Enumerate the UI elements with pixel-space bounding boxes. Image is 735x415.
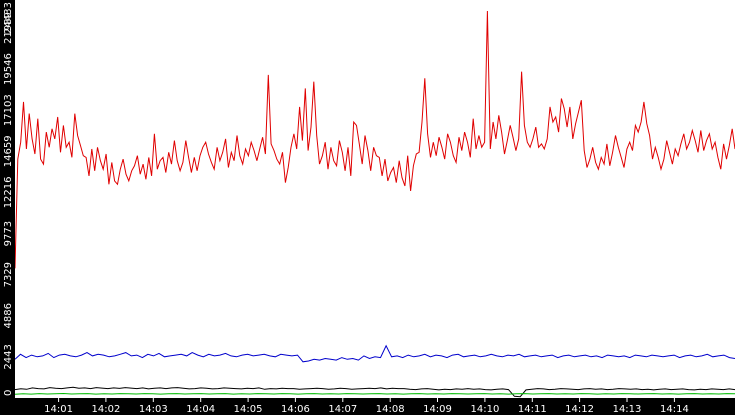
y-axis-band [0,0,15,415]
series-line-1 [14,10,735,269]
x-tick-label: 14:08 [376,404,405,415]
x-tick-label: 14:10 [470,404,499,415]
x-tick-label: 14:03 [139,404,168,415]
x-axis-ticks: 14:01 14:02 14:03 14:04 14:05 14:06 14:07 14:08… [44,398,689,415]
x-tick-label: 14:01 [44,404,73,415]
x-tick-label: 14:07 [328,404,357,415]
y-axis-ticks: 0 2443 4886 7329 9773 12216 14659 17103 19546 219… [3,12,14,396]
y-tick-label: 7329 [3,262,14,287]
y-tick-label: 17103 [3,94,14,126]
series-line-2 [14,344,735,363]
x-tick-label: 14:11 [518,404,547,415]
y-tick-label: 4886 [3,303,14,328]
x-tick-label: 14:13 [613,404,642,415]
x-tick-label: 14:04 [186,404,215,415]
x-tick-label: 14:02 [91,404,120,415]
y-tick-label: 2443 [3,344,14,369]
y-tick-label: 12216 [3,176,14,208]
series-line-3 [14,386,735,398]
x-tick-label: 14:12 [565,404,594,415]
x-axis-band [0,398,735,415]
x-tick-label: 14:06 [281,404,310,415]
x-tick-label: 14:09 [423,404,452,415]
x-tick-label: 14:14 [660,404,689,415]
y-tick-label: 14659 [3,135,14,167]
plot-area [14,10,735,398]
series-line-4 [14,392,735,395]
y-axis-top-label: 24433 [3,2,14,34]
x-tick-label: 14:05 [234,404,263,415]
y-tick-label: 19546 [3,53,14,85]
y-tick-label: 0 [3,390,14,396]
y-tick-label: 21989 [3,12,14,44]
y-tick-label: 9773 [3,221,14,246]
